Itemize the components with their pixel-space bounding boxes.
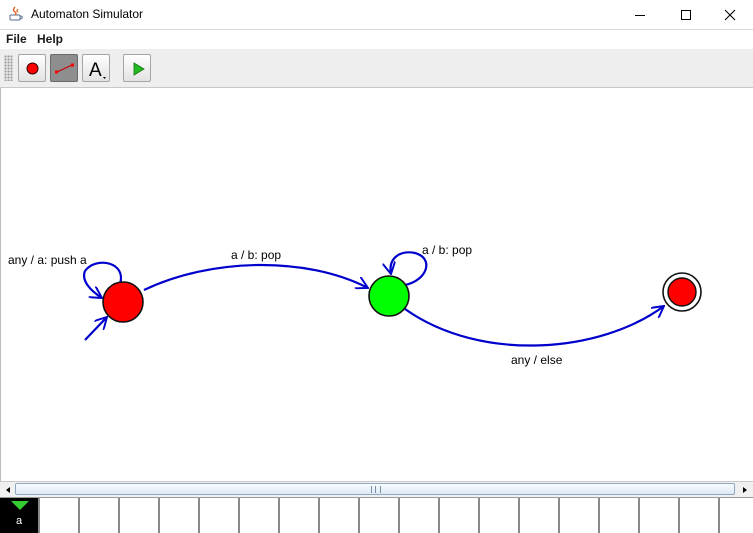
state-q2[interactable] — [667, 277, 697, 307]
minimize-icon — [635, 14, 645, 16]
scroll-left-button[interactable] — [0, 482, 15, 497]
transition-q1-q1[interactable] — [391, 251, 428, 287]
tape-head-icon — [11, 501, 29, 510]
scrollbar-thumb[interactable] — [15, 483, 735, 495]
tape-cell[interactable] — [680, 498, 720, 533]
maximize-button[interactable] — [663, 0, 709, 29]
tape-cell[interactable] — [360, 498, 400, 533]
tape-cell[interactable] — [640, 498, 680, 533]
transition-q1-q2[interactable] — [404, 306, 664, 347]
menu-bar: File Help — [0, 30, 753, 49]
tape-cell[interactable] — [200, 498, 240, 533]
toolbar: A — [0, 49, 753, 88]
input-tape: a — [0, 497, 753, 533]
automaton-diagram: any / a: push a a / b: pop a / b: pop an… — [8, 243, 702, 367]
text-tool-label: A — [89, 60, 102, 81]
tape-cell[interactable] — [440, 498, 480, 533]
title-bar: Automaton Simulator — [0, 0, 753, 30]
state-q1[interactable] — [368, 275, 410, 317]
tape-cell[interactable] — [400, 498, 440, 533]
caret-left-icon — [5, 486, 10, 493]
java-app-icon — [9, 6, 23, 21]
text-tool-button[interactable]: A — [82, 54, 110, 82]
tape-cell[interactable] — [600, 498, 640, 533]
tape-cell[interactable] — [320, 498, 360, 533]
tape-cell[interactable] — [720, 498, 753, 533]
initial-state-arrow[interactable] — [84, 317, 107, 341]
state-tool-button[interactable] — [18, 54, 46, 82]
transition-label-q0-q0[interactable]: any / a: push a — [8, 253, 87, 267]
tape-cell[interactable] — [240, 498, 280, 533]
text-a-icon: A — [89, 60, 106, 81]
transition-q0-q0[interactable] — [83, 261, 123, 298]
menu-help[interactable]: Help — [37, 32, 64, 46]
transition-label-q0-q1[interactable]: a / b: pop — [231, 248, 281, 262]
state-q0[interactable] — [102, 281, 144, 323]
tape-symbol: a — [15, 515, 23, 527]
tape-cell[interactable] — [560, 498, 600, 533]
transition-tool-button[interactable] — [50, 54, 78, 82]
close-icon — [724, 9, 736, 20]
transition-label-q1-q1[interactable]: a / b: pop — [422, 243, 472, 257]
menu-file[interactable]: File — [6, 32, 27, 46]
tape-cell[interactable] — [160, 498, 200, 533]
line-connector-icon — [55, 63, 74, 74]
transition-label-q1-q2[interactable]: any / else — [511, 353, 563, 367]
red-circle-icon — [26, 62, 39, 75]
horizontal-scrollbar[interactable] — [0, 481, 753, 497]
tape-cell[interactable] — [40, 498, 80, 533]
tape-cell[interactable] — [120, 498, 160, 533]
toolbar-grip[interactable] — [4, 55, 13, 81]
tape-cell[interactable] — [480, 498, 520, 533]
scroll-right-button[interactable] — [737, 482, 752, 497]
tape-cell[interactable] — [280, 498, 320, 533]
play-icon — [133, 62, 145, 76]
scrollbar-grip-icon — [371, 486, 381, 493]
tape-cell[interactable] — [520, 498, 560, 533]
minimize-button[interactable] — [617, 0, 663, 29]
automaton-canvas[interactable]: any / a: push a a / b: pop a / b: pop an… — [0, 88, 753, 481]
tape-cell[interactable] — [80, 498, 120, 533]
transition-q0-q1[interactable] — [143, 263, 368, 291]
run-button[interactable] — [123, 54, 151, 82]
close-button[interactable] — [707, 0, 753, 29]
caret-right-icon — [742, 486, 747, 493]
window-title: Automaton Simulator — [31, 7, 144, 21]
maximize-icon — [681, 9, 691, 20]
tape-cell-current[interactable]: a — [0, 498, 40, 533]
